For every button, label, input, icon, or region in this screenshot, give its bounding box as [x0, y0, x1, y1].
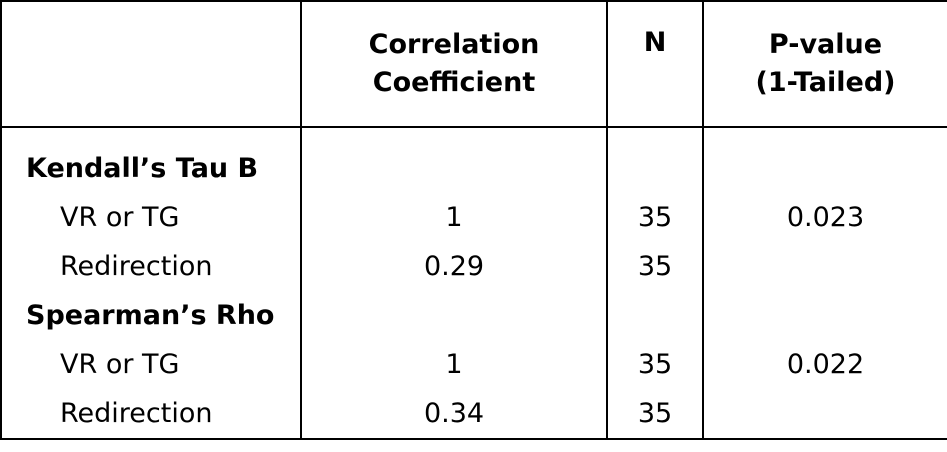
table-row: Redirection 0.34 35	[0, 389, 947, 440]
p-value-cell	[702, 242, 947, 291]
empty-cell	[702, 127, 947, 193]
header-correlation-coefficient: Correlation Coefficient	[300, 0, 607, 128]
header-line1: N	[643, 27, 667, 58]
coefficient-cell: 0.29	[300, 242, 607, 291]
p-value-cell: 0.022	[702, 340, 947, 389]
table-row: VR or TG 1 35 0.022	[0, 340, 947, 389]
header-n: N	[606, 0, 703, 128]
n-cell: 35	[606, 242, 703, 291]
p-value-cell	[702, 389, 947, 440]
table-row: VR or TG 1 35 0.023	[0, 193, 947, 242]
empty-cell	[702, 291, 947, 340]
header-row: Correlation Coefficient N P-value (1-Tai…	[0, 0, 947, 128]
row-label: Redirection	[0, 242, 301, 291]
section-row-spearman: Spearman’s Rho	[0, 291, 947, 340]
n-cell: 35	[606, 340, 703, 389]
header-line2: (1-Tailed)	[755, 67, 896, 98]
correlation-table: Correlation Coefficient N P-value (1-Tai…	[0, 0, 947, 440]
header-p-value: P-value (1-Tailed)	[702, 0, 947, 128]
coefficient-cell: 1	[300, 340, 607, 389]
empty-cell	[300, 291, 607, 340]
empty-cell	[606, 291, 703, 340]
row-label: VR or TG	[0, 193, 301, 242]
table-body: Kendall’s Tau B VR or TG 1 35 0.023 Redi…	[0, 127, 947, 440]
empty-cell	[300, 127, 607, 193]
header-line1: Correlation	[368, 29, 540, 60]
table-row: Redirection 0.29 35	[0, 242, 947, 291]
table-header: Correlation Coefficient N P-value (1-Tai…	[0, 0, 947, 128]
header-line2: Coefficient	[372, 67, 536, 98]
p-value-cell: 0.023	[702, 193, 947, 242]
coefficient-cell: 1	[300, 193, 607, 242]
header-empty-cell	[0, 0, 301, 128]
section-title: Kendall’s Tau B	[0, 127, 301, 193]
header-line1: P-value	[768, 29, 883, 60]
section-title: Spearman’s Rho	[0, 291, 301, 340]
section-row-kendall: Kendall’s Tau B	[0, 127, 947, 193]
n-cell: 35	[606, 193, 703, 242]
row-label: Redirection	[0, 389, 301, 440]
empty-cell	[606, 127, 703, 193]
coefficient-cell: 0.34	[300, 389, 607, 440]
n-cell: 35	[606, 389, 703, 440]
row-label: VR or TG	[0, 340, 301, 389]
